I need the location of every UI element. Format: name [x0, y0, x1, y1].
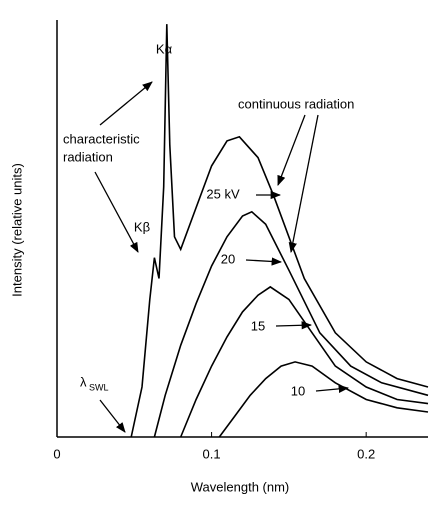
series-line	[153, 210, 429, 438]
annotation: λ	[80, 374, 87, 389]
x-label: Wavelength (nm)	[191, 479, 290, 494]
series-label: 10	[291, 383, 305, 398]
arrow	[315, 384, 350, 394]
arrow	[275, 321, 313, 330]
annotation: Kβ	[134, 219, 150, 234]
arrow	[277, 114, 306, 186]
x-tick-label: 0.1	[203, 446, 221, 461]
annotation: radiation	[63, 149, 113, 164]
arrow	[245, 257, 283, 266]
x-tick-label: 0.2	[357, 446, 375, 461]
series-line	[218, 361, 429, 438]
arrow	[99, 399, 126, 433]
arrow	[94, 171, 139, 253]
annotation: Kα	[156, 41, 173, 56]
arrow	[288, 114, 319, 254]
x-tick-label: 0	[53, 446, 60, 461]
series-label: 25 kV	[206, 186, 240, 201]
series-label: 15	[251, 318, 265, 333]
series-line	[179, 285, 429, 438]
annotation: continuous radiation	[238, 96, 354, 111]
series-line	[130, 24, 429, 438]
arrow	[99, 81, 153, 126]
annotation: characteristic	[63, 131, 140, 146]
annotation: SWL	[89, 382, 109, 392]
y-label: Intensity (relative units)	[9, 163, 24, 297]
series-label: 20	[221, 251, 235, 266]
